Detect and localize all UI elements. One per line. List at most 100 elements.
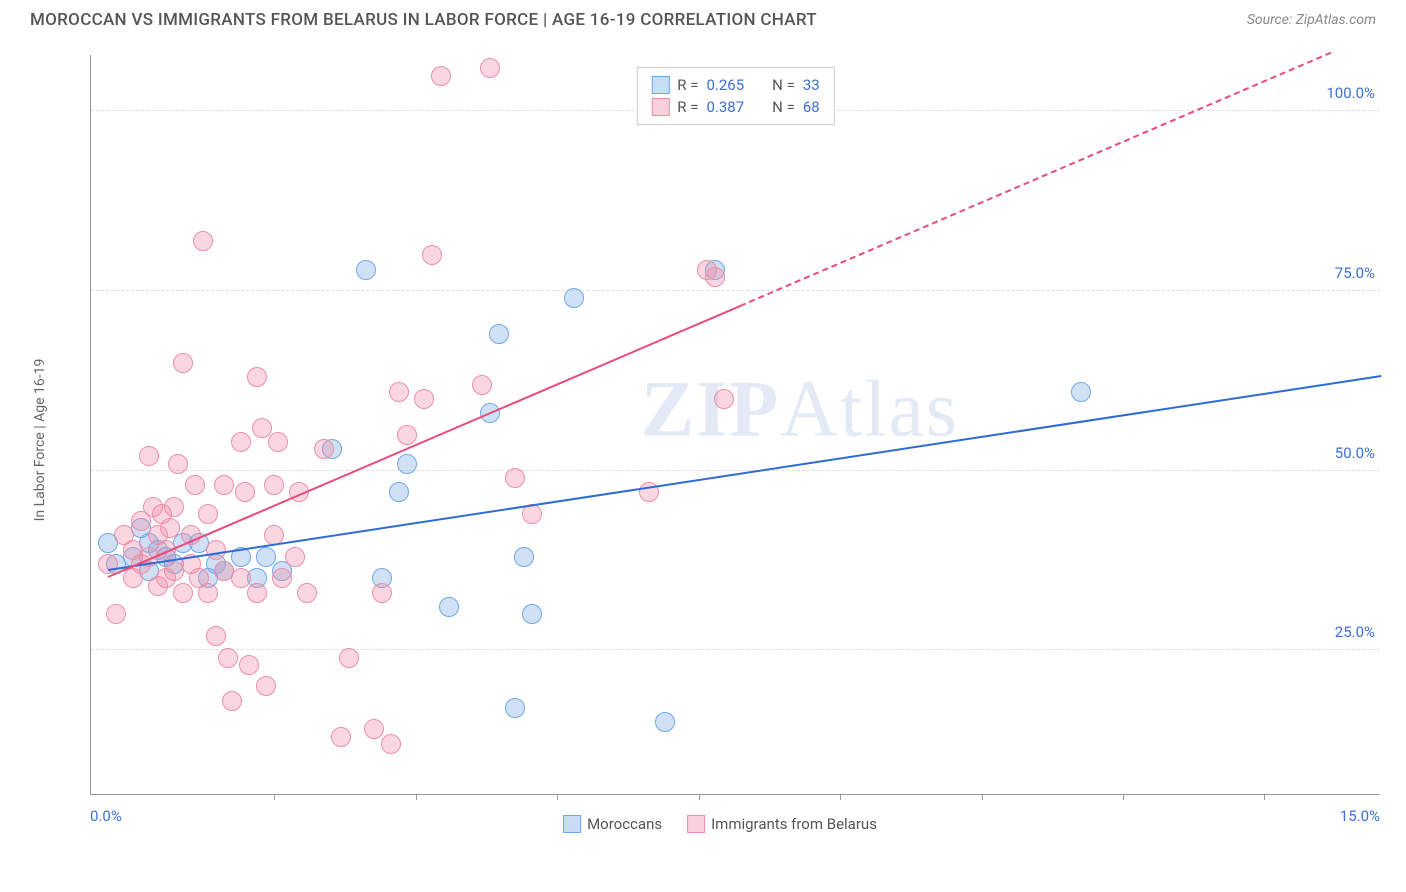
data-point <box>160 518 180 538</box>
legend-series: Moroccans Immigrants from Belarus <box>563 815 877 833</box>
data-point <box>106 604 126 624</box>
data-point <box>235 482 255 502</box>
data-point <box>389 482 409 502</box>
data-point <box>339 648 359 668</box>
data-point <box>252 418 272 438</box>
legend-r-value: 0.265 <box>706 76 744 94</box>
data-point <box>714 389 734 409</box>
y-axis-label: In Labor Force | Age 16-19 <box>32 359 48 522</box>
y-tick-label: 50.0% <box>1335 444 1375 462</box>
data-point <box>314 439 334 459</box>
data-point <box>231 432 251 452</box>
x-tick <box>557 794 558 800</box>
data-point <box>239 655 259 675</box>
legend-correlation: R = 0.265 N = 33 R = 0.387 N = 68 <box>636 67 834 125</box>
data-point <box>98 554 118 574</box>
data-point <box>331 727 351 747</box>
trend-line <box>107 305 740 578</box>
data-point <box>206 626 226 646</box>
data-point <box>372 583 392 603</box>
legend-r-label: R = <box>677 98 698 116</box>
data-point <box>247 583 267 603</box>
data-point <box>272 568 292 588</box>
data-point <box>364 719 384 739</box>
data-point <box>564 288 584 308</box>
legend-label: Immigrants from Belarus <box>711 815 877 833</box>
data-point <box>389 382 409 402</box>
legend-swatch <box>687 815 705 833</box>
data-point <box>173 583 193 603</box>
legend-swatch <box>651 76 669 94</box>
y-tick-label: 75.0% <box>1335 264 1375 282</box>
legend-row: R = 0.387 N = 68 <box>651 96 819 118</box>
plot-area: ZIPAtlas R = 0.265 N = 33 R = 0.387 N = 68 25.0… <box>90 55 1380 795</box>
data-point <box>268 432 288 452</box>
data-point <box>655 712 675 732</box>
data-point <box>264 475 284 495</box>
chart-title: MOROCCAN VS IMMIGRANTS FROM BELARUS IN L… <box>30 10 817 30</box>
data-point <box>480 58 500 78</box>
chart-header: MOROCCAN VS IMMIGRANTS FROM BELARUS IN L… <box>0 0 1406 35</box>
legend-swatch <box>563 815 581 833</box>
data-point <box>1071 382 1091 402</box>
data-point <box>231 568 251 588</box>
legend-n-label: N = <box>772 98 795 116</box>
x-axis-min-label: 0.0% <box>90 807 122 825</box>
legend-r-label: R = <box>677 76 698 94</box>
legend-n-label: N = <box>772 76 795 94</box>
data-point <box>285 547 305 567</box>
data-point <box>222 691 242 711</box>
chart-source: Source: ZipAtlas.com <box>1247 12 1376 28</box>
x-tick <box>274 794 275 800</box>
data-point <box>514 547 534 567</box>
data-point <box>214 475 234 495</box>
data-point <box>472 375 492 395</box>
data-point <box>522 604 542 624</box>
grid-line <box>91 290 1380 291</box>
data-point <box>489 324 509 344</box>
data-point <box>397 454 417 474</box>
legend-item: Moroccans <box>563 815 662 833</box>
y-tick-label: 100.0% <box>1326 84 1375 102</box>
data-point <box>218 648 238 668</box>
x-tick <box>982 794 983 800</box>
data-point <box>397 425 417 445</box>
data-point <box>198 583 218 603</box>
x-tick <box>1264 794 1265 800</box>
x-tick <box>840 794 841 800</box>
data-point <box>206 540 226 560</box>
grid-line <box>91 649 1380 650</box>
x-axis-max-label: 15.0% <box>1340 807 1380 825</box>
data-point <box>439 597 459 617</box>
trend-line <box>107 375 1381 571</box>
data-point <box>422 245 442 265</box>
data-point <box>705 267 725 287</box>
legend-row: R = 0.265 N = 33 <box>651 74 819 96</box>
data-point <box>168 454 188 474</box>
data-point <box>431 66 451 86</box>
data-point <box>505 468 525 488</box>
data-point <box>381 734 401 754</box>
y-tick-label: 25.0% <box>1335 623 1375 641</box>
data-point <box>414 389 434 409</box>
data-point <box>356 260 376 280</box>
data-point <box>256 547 276 567</box>
legend-label: Moroccans <box>587 815 662 833</box>
chart-container: ZIPAtlas R = 0.265 N = 33 R = 0.387 N = 68 25.0… <box>50 45 1390 835</box>
legend-n-value: 33 <box>803 76 820 94</box>
data-point <box>247 367 267 387</box>
legend-swatch <box>651 98 669 116</box>
data-point <box>164 497 184 517</box>
legend-r-value: 0.387 <box>706 98 744 116</box>
data-point <box>256 676 276 696</box>
data-point <box>297 583 317 603</box>
legend-n-value: 68 <box>803 98 820 116</box>
data-point <box>505 698 525 718</box>
x-tick <box>416 794 417 800</box>
legend-item: Immigrants from Belarus <box>687 815 877 833</box>
data-point <box>185 475 205 495</box>
grid-line <box>91 470 1380 471</box>
data-point <box>193 231 213 251</box>
watermark: ZIPAtlas <box>641 364 959 455</box>
data-point <box>198 504 218 524</box>
